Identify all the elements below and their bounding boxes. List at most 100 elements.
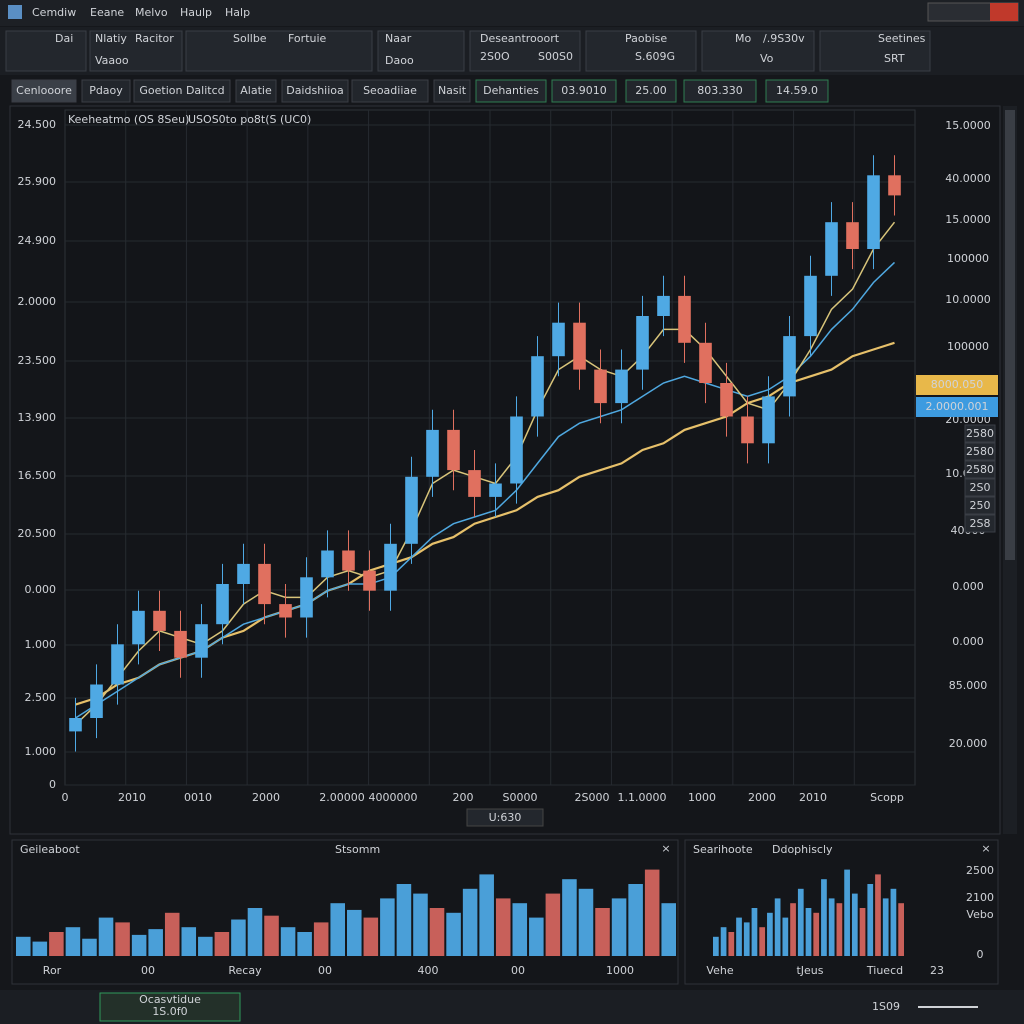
menu-item[interactable]: Eeane <box>90 6 124 19</box>
volume-bar <box>813 912 820 956</box>
volume-bar <box>611 898 627 956</box>
toolbar-label[interactable]: Seetines <box>878 32 926 45</box>
tab[interactable] <box>433 79 471 103</box>
volume-bar <box>767 912 773 956</box>
tab-label[interactable]: Alatie <box>240 84 272 97</box>
scroll-thumb[interactable] <box>1005 110 1015 560</box>
toolbar-label[interactable]: /.9S30v <box>763 32 805 45</box>
volume-bar <box>644 869 660 956</box>
tab[interactable] <box>235 79 277 103</box>
toolbar-label[interactable]: Nlatiy <box>95 32 127 45</box>
volume-bar <box>231 919 246 956</box>
toolbar-label[interactable]: Vaaoo <box>95 54 129 67</box>
x-tick-label: 4000000 <box>369 791 418 804</box>
close-icon[interactable]: × <box>661 842 670 855</box>
volume-bar <box>181 927 197 956</box>
panel-subtitle: Ddophiscly <box>772 843 833 856</box>
tab-label[interactable]: Seoadiiae <box>363 84 417 97</box>
toolbar-label[interactable]: Daoo <box>385 54 414 67</box>
menu-item[interactable]: Haulp <box>180 6 212 19</box>
toolbar-label[interactable]: Fortuie <box>288 32 327 45</box>
toolbar-label[interactable]: Deseantrooort <box>480 32 560 45</box>
toolbar-label[interactable]: 2S0O <box>480 50 510 63</box>
candle-body <box>90 684 103 718</box>
y2-tick-label: 15.0000 <box>945 119 991 132</box>
volume-bar <box>347 909 362 956</box>
tab-label[interactable]: 803.330 <box>697 84 743 97</box>
close-button[interactable] <box>990 3 1018 21</box>
toolbar-label[interactable]: S00S0 <box>538 50 573 63</box>
tab-label[interactable]: Daidshiioa <box>286 84 344 97</box>
tab[interactable] <box>11 79 77 103</box>
volume-bar <box>512 903 528 956</box>
tab[interactable] <box>281 79 349 103</box>
menu-item[interactable]: Melvo <box>135 6 168 19</box>
volume-bar <box>529 917 544 956</box>
volume-bar <box>797 888 804 956</box>
y-tick-label: 2500 <box>966 864 994 877</box>
side-box <box>964 514 996 533</box>
tab-label[interactable]: Cenlooore <box>16 84 72 97</box>
panel-title: Geileaboot <box>20 843 80 856</box>
close-icon[interactable]: × <box>981 842 990 855</box>
volume-bar <box>743 922 750 956</box>
candle-body <box>573 322 586 370</box>
toolbar-group[interactable] <box>469 30 581 72</box>
toolbar-label[interactable]: Paobise <box>625 32 667 45</box>
x-tick-label: 1.1.0000 <box>618 791 667 804</box>
menu-item[interactable]: Halp <box>225 6 250 19</box>
toolbar-label[interactable]: Vo <box>760 52 774 65</box>
toolbar-label[interactable]: Dai <box>55 32 73 45</box>
toolbar-group[interactable] <box>585 30 697 72</box>
toolbar-label[interactable]: Sollbe <box>233 32 267 45</box>
y2-tick-label: 100000 <box>947 252 989 265</box>
tab-label[interactable]: 25.00 <box>635 84 667 97</box>
y-tick-label: 0 <box>49 778 56 791</box>
y-tick-label: 13.900 <box>18 411 57 424</box>
tab[interactable] <box>765 79 829 103</box>
toolbar-label[interactable]: Naar <box>385 32 412 45</box>
volume-bar <box>330 903 345 956</box>
x-tick-label: 2010 <box>799 791 827 804</box>
candle-body <box>216 584 229 625</box>
candle-body <box>342 550 355 571</box>
volume-bar <box>859 908 866 956</box>
toolbar-group[interactable] <box>701 30 815 72</box>
tab-label[interactable]: 03.9010 <box>561 84 607 97</box>
menu-item[interactable]: Cemdiw <box>32 6 76 19</box>
y-tick-label: 2.0000 <box>18 295 57 308</box>
candle-body <box>69 718 82 732</box>
volume-bar <box>713 936 719 956</box>
tab[interactable] <box>551 79 617 103</box>
tab-label[interactable]: Pdaoy <box>89 84 123 97</box>
tab[interactable] <box>625 79 677 103</box>
toolbar-group[interactable] <box>5 30 87 72</box>
tab[interactable] <box>133 79 231 103</box>
tab[interactable] <box>351 79 429 103</box>
tab[interactable] <box>683 79 757 103</box>
toolbar-group[interactable] <box>185 30 373 72</box>
candle-body <box>804 275 817 337</box>
toolbar-label[interactable]: SRT <box>884 52 905 65</box>
toolbar-group[interactable] <box>89 30 183 72</box>
badge-label: U:630 <box>489 811 522 824</box>
x-tick-label: 23 <box>930 964 944 977</box>
tab-label[interactable]: Dehanties <box>483 84 539 97</box>
toolbar-label[interactable]: Racitor <box>135 32 174 45</box>
tab[interactable] <box>81 79 131 103</box>
candle-body <box>153 610 166 631</box>
volume-bar <box>661 903 676 956</box>
toolbar-label[interactable]: S.609G <box>635 50 675 63</box>
candle-body <box>552 322 565 357</box>
toolbar-label[interactable]: Mo <box>735 32 751 45</box>
toolbar-group[interactable] <box>819 30 931 72</box>
tab-label[interactable]: 14.59.0 <box>776 84 818 97</box>
tab-label[interactable]: Goetion Dalitcd <box>139 84 224 97</box>
candle-body <box>195 624 208 658</box>
volume-bar <box>890 888 897 956</box>
status-tab[interactable] <box>99 992 241 1022</box>
tab-label[interactable]: Nasit <box>438 84 467 97</box>
volume-bar <box>313 922 329 956</box>
toolbar-group[interactable] <box>377 30 465 72</box>
tab[interactable] <box>475 79 547 103</box>
